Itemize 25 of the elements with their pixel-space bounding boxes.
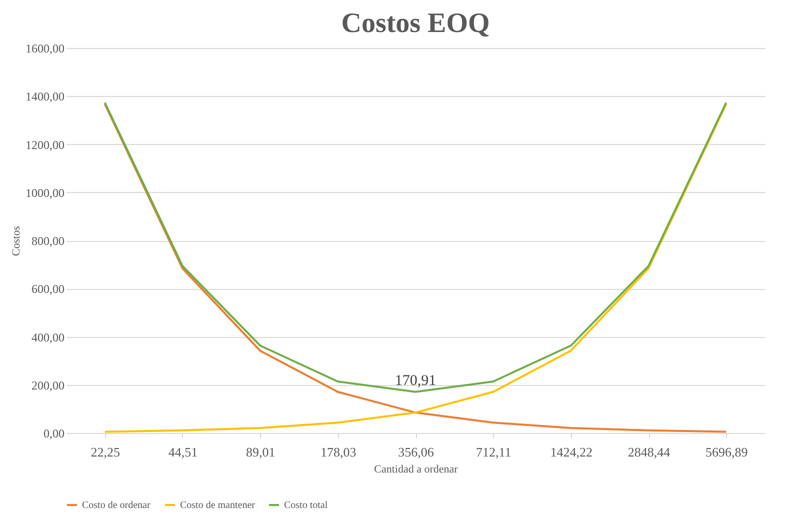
y-tick-label: 1600,00 [26,42,64,56]
x-tick-label: 356,06 [398,444,434,460]
y-tick-label: 0,00 [44,426,64,440]
y-tick-label: 800,00 [32,234,64,248]
y-tick-label: 600,00 [32,282,64,296]
data-label: 170,91 [394,372,436,389]
y-tick-label: 1200,00 [26,138,64,152]
y-axis-title: Costos [10,226,22,256]
x-tick-label: 1424,22 [550,444,592,460]
legend-label: Costo de mantener [180,500,256,511]
x-tick-label: 178,03 [320,444,356,460]
legend-label: Costo total [284,500,328,511]
y-tick-label: 400,00 [32,330,64,344]
x-tick-label: 44,51 [168,444,198,460]
x-tick-label: 2848,44 [628,444,671,460]
x-tick-label: 5696,89 [706,444,748,460]
legend-label: Costo de ordenar [82,500,151,511]
y-tick-label: 200,00 [32,378,64,392]
y-tick-label: 1000,00 [26,186,64,200]
y-tick-label: 1400,00 [26,90,64,104]
chart-title: Costos EOQ [341,8,490,39]
x-tick-label: 712,11 [476,444,512,460]
x-axis-title: Cantidad a ordenar [374,464,458,476]
x-tick-label: 89,01 [246,444,276,460]
x-tick-label: 22,25 [90,444,120,460]
